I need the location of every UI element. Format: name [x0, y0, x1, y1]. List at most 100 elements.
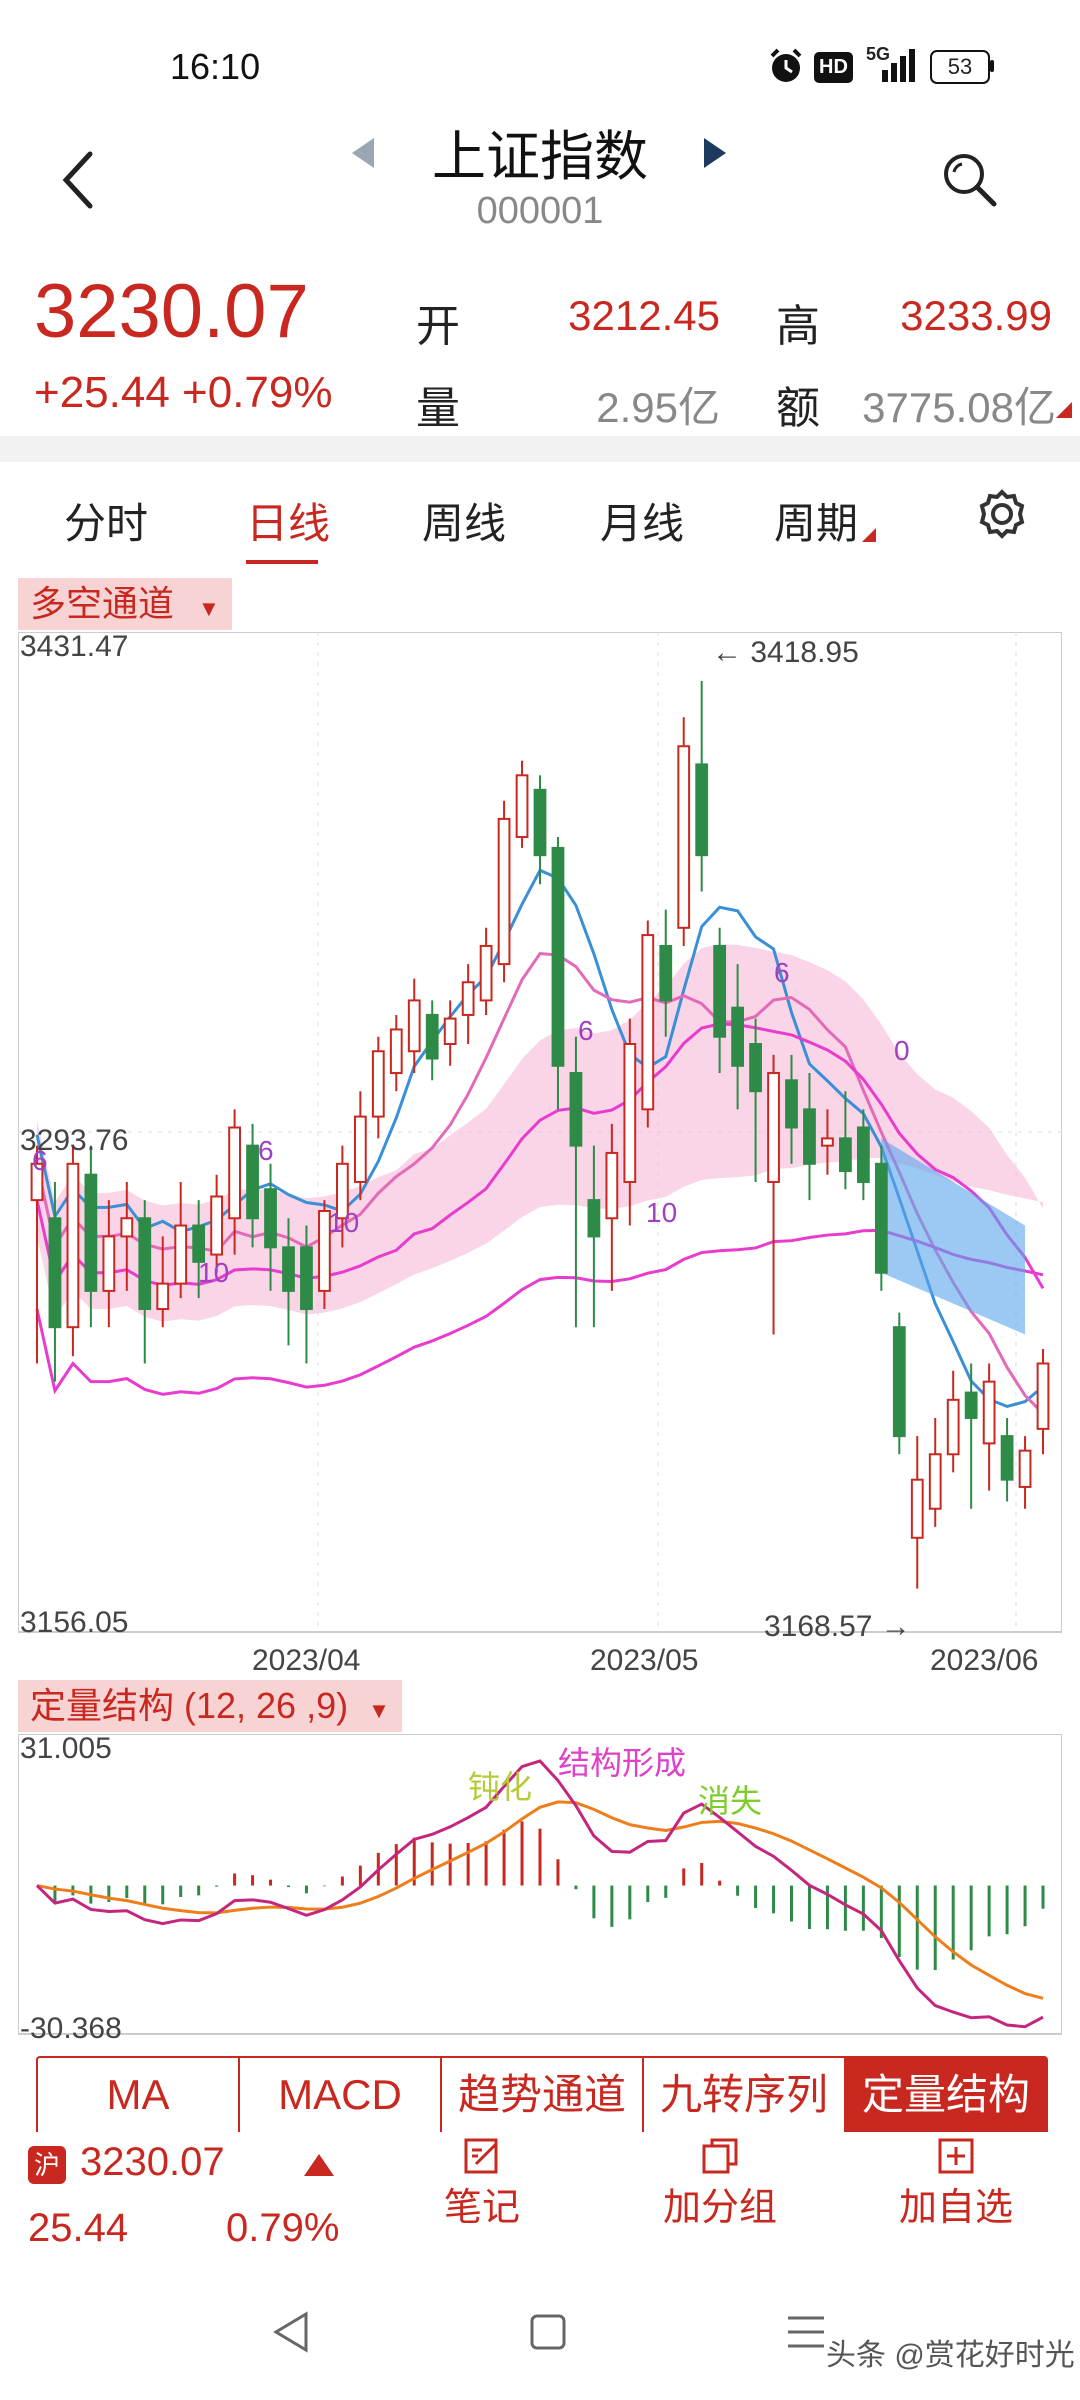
candle — [156, 1282, 170, 1311]
signal-icon — [882, 49, 915, 82]
tab-quant-structure[interactable]: 定量结构 — [846, 2058, 1046, 2132]
sub-y-bottom: -30.368 — [20, 2012, 122, 2045]
gear-icon[interactable] — [976, 488, 1028, 540]
clock: 16:10 — [170, 46, 261, 87]
nav-menu-icon[interactable] — [784, 2308, 828, 2356]
footer-change: 25.44 — [28, 2206, 129, 2250]
price-change: +25.44 +0.79% — [34, 368, 333, 417]
indicator-selector[interactable]: 多空通道 ▼ — [18, 578, 232, 630]
tab-period[interactable]: 周期 — [774, 500, 859, 547]
volume-value: 2.95亿 — [596, 384, 720, 431]
search-icon[interactable] — [940, 150, 1000, 210]
dea-line — [36, 1800, 1044, 2000]
alarm-icon — [770, 48, 802, 82]
channel-annotation: 6 — [258, 1135, 274, 1166]
sub-indicator-name: 定量结构 (12, 26 ,9) — [30, 1685, 349, 1726]
candle — [892, 1326, 906, 1438]
low-marker: 3168.57 → — [764, 1610, 911, 1643]
add-watch-button[interactable]: 加自选 — [866, 2136, 1046, 2231]
candle — [300, 1246, 313, 1311]
candle — [174, 1224, 188, 1285]
candle — [982, 1380, 996, 1445]
candle — [48, 1217, 62, 1329]
candle — [282, 1246, 295, 1292]
candle — [120, 1217, 134, 1238]
candle — [102, 1235, 116, 1292]
candle — [1018, 1449, 1032, 1488]
candle — [371, 1050, 385, 1118]
channel-annotation: 10 — [198, 1257, 229, 1288]
tab-trend-channel[interactable]: 趋势通道 — [442, 2058, 644, 2132]
add-group-label: 加分组 — [662, 2187, 777, 2229]
channel-annotation: 10 — [646, 1197, 677, 1228]
nav-back-icon[interactable] — [268, 2308, 312, 2356]
candle — [246, 1144, 259, 1220]
next-stock-icon[interactable] — [700, 136, 730, 170]
candle — [443, 1017, 457, 1045]
x-axis-label: 2023/06 — [930, 1644, 1039, 1677]
active-tab-indicator — [246, 560, 318, 564]
add-group-button[interactable]: 加分组 — [630, 2136, 810, 2231]
volume-label: 量 — [416, 384, 460, 433]
tab-monthly[interactable]: 月线 — [600, 500, 685, 547]
candle — [785, 1079, 798, 1129]
candle — [623, 1042, 637, 1183]
annotation-dunhua: 钝化 — [468, 1769, 533, 1805]
nav-home-icon[interactable] — [526, 2308, 570, 2356]
indicator-tabs: MA MACD 趋势通道 九转序列 定量结构 — [36, 2056, 1048, 2132]
back-icon[interactable] — [50, 140, 110, 220]
note-button[interactable]: 笔记 — [392, 2136, 572, 2231]
candle — [910, 1478, 924, 1539]
candle — [479, 944, 493, 1002]
candle — [749, 1042, 762, 1093]
last-price: 3230.07 — [34, 269, 309, 354]
candle — [605, 1151, 619, 1220]
tab-macd[interactable]: MACD — [240, 2058, 442, 2132]
amount-label: 额 — [776, 384, 820, 433]
candle — [1000, 1435, 1014, 1481]
amount-value: 3775.08亿 — [862, 384, 1056, 431]
candle — [659, 944, 673, 1002]
channel-annotation: 6 — [32, 1145, 48, 1176]
dropdown-icon: ▼ — [368, 1698, 390, 1723]
y-axis-mid: 3293.76 — [20, 1124, 129, 1157]
prev-stock-icon[interactable] — [348, 136, 378, 170]
candle — [731, 1006, 745, 1067]
candle — [389, 1028, 403, 1075]
candle — [569, 1072, 583, 1147]
candle — [318, 1210, 331, 1292]
annotation-vanish: 消失 — [698, 1783, 763, 1819]
x-axis-label: 2023/04 — [252, 1644, 361, 1677]
indicator-name: 多空通道 — [30, 583, 175, 624]
annotation-structure: 结构形成 — [558, 1745, 687, 1781]
candle — [928, 1453, 942, 1510]
channel-annotation: 6 — [578, 1015, 594, 1046]
channel-annotation: 10 — [328, 1207, 359, 1238]
sub-indicator-selector[interactable]: 定量结构 (12, 26 ,9) ▼ — [18, 1680, 402, 1732]
open-value: 3212.45 — [568, 292, 720, 339]
y-axis-top: 3431.47 — [20, 630, 129, 663]
up-arrow-icon — [304, 2154, 334, 2176]
tab-weekly[interactable]: 周线 — [422, 500, 507, 547]
candle — [874, 1162, 888, 1274]
candle — [30, 1162, 44, 1202]
candle — [425, 1013, 439, 1060]
macd-chart[interactable] — [18, 1734, 1062, 2044]
add-watch-label: 加自选 — [898, 2187, 1013, 2229]
candle — [138, 1217, 152, 1311]
tab-nine-turn[interactable]: 九转序列 — [644, 2058, 846, 2132]
expand-corner-icon[interactable] — [1056, 402, 1072, 418]
candle — [66, 1162, 80, 1329]
x-axis-label: 2023/05 — [590, 1644, 699, 1677]
battery-tip — [990, 60, 994, 72]
high-value: 3233.99 — [900, 292, 1052, 339]
candle — [497, 817, 511, 966]
stock-code: 000001 — [476, 190, 604, 232]
candle — [264, 1188, 277, 1249]
tab-ma[interactable]: MA — [38, 2058, 240, 2132]
kline-chart[interactable]: 6 6 10 10 6 10 6 0 — [18, 632, 1062, 1676]
tab-intraday[interactable]: 分时 — [64, 500, 149, 547]
tab-daily[interactable]: 日线 — [246, 500, 331, 547]
period-dropdown-icon — [862, 528, 876, 542]
candle — [587, 1199, 601, 1238]
